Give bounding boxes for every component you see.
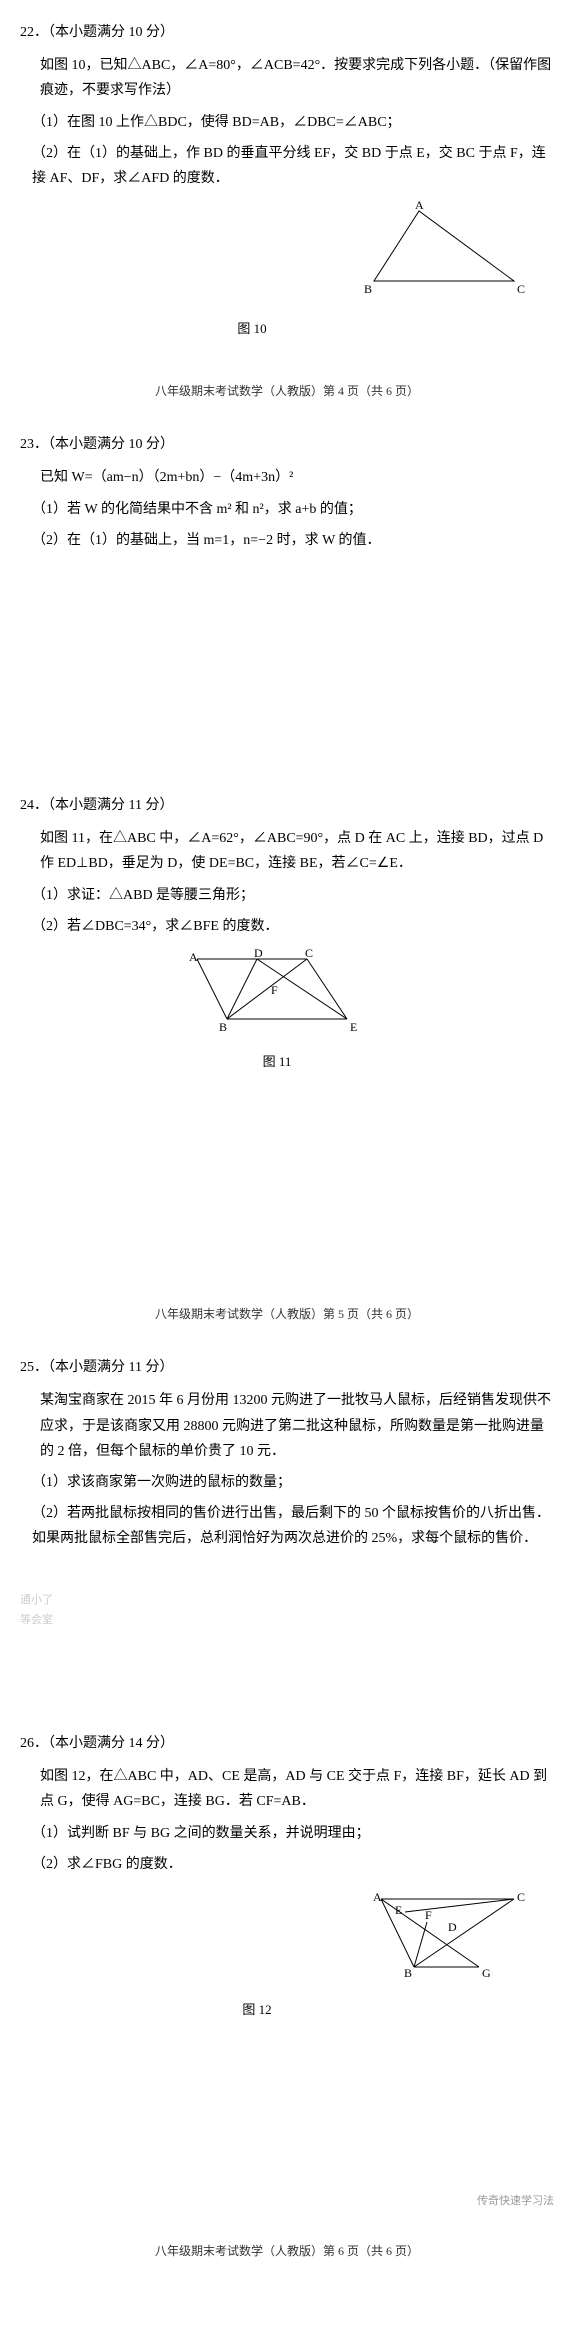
svg-text:A: A [415,201,424,212]
figure-12-label: 图 12 [20,1998,494,2021]
figure-11-svg: A B C D E F [187,949,367,1039]
q25-intro: 某淘宝商家在 2015 年 6 月份用 13200 元购进了一批牧马人鼠标，后经… [40,1388,554,1464]
question-22: 22．（本小题满分 10 分） 如图 10，已知△ABC，∠A=80°，∠ACB… [20,20,554,341]
q23-part2: （2）在（1）的基础上，当 m=1，n=−2 时，求 W 的值． [32,528,554,553]
svg-text:A: A [189,950,198,964]
watermark-text: 传奇快速学习法 [20,2192,554,2212]
page-footer-4: 八年级期末考试数学（人教版）第 4 页（共 6 页） [20,381,554,403]
svg-text:G: G [482,1966,491,1980]
svg-text:B: B [404,1966,412,1980]
question-24: 24．（本小题满分 11 分） 如图 11，在△ABC 中，∠A=62°，∠AB… [20,793,554,1074]
svg-text:B: B [219,1020,227,1034]
svg-text:D: D [448,1920,457,1934]
svg-text:C: C [305,949,313,960]
q25-part1: （1）求该商家第一次购进的鼠标的数量； [32,1470,554,1495]
figure-11-wrap: A B C D E F 图 11 [20,949,534,1074]
q23-intro: 已知 W=（am−n）（2m+bn）−（4m+3n）² [40,465,554,490]
q26-part2: （2）求∠FBG 的度数． [32,1852,554,1877]
q23-part1: （1）若 W 的化简结果中不含 m² 和 n²，求 a+b 的值； [32,497,554,522]
page-footer-6: 八年级期末考试数学（人教版）第 6 页（共 6 页） [20,2241,554,2263]
svg-text:D: D [254,949,263,960]
faded-text-1: 通小了 [20,1591,554,1611]
question-26: 26．（本小题满分 14 分） 如图 12，在△ABC 中，AD、CE 是高，A… [20,1731,554,2022]
figure-11-label: 图 11 [20,1050,534,1073]
figure-10-label: 图 10 [20,317,484,340]
question-23: 23．（本小题满分 10 分） 已知 W=（am−n）（2m+bn）−（4m+3… [20,432,554,553]
q24-intro: 如图 11，在△ABC 中，∠A=62°，∠ABC=90°，点 D 在 AC 上… [40,826,554,876]
svg-text:B: B [364,282,372,296]
q24-part2: （2）若∠DBC=34°，求∠BFE 的度数． [32,914,554,939]
q22-header: 22．（本小题满分 10 分） [20,20,554,45]
faded-text-2: 等会室 [20,1611,554,1631]
svg-text:C: C [517,282,525,296]
q23-header: 23．（本小题满分 10 分） [20,432,554,457]
q26-header: 26．（本小题满分 14 分） [20,1731,554,1756]
figure-10-svg: A B C [364,201,534,306]
q24-header: 24．（本小题满分 11 分） [20,793,554,818]
figure-10-wrap: A B C 图 10 [20,201,534,341]
q22-intro: 如图 10，已知△ABC，∠A=80°，∠ACB=42°．按要求完成下列各小题．… [40,53,554,103]
page-footer-5: 八年级期末考试数学（人教版）第 5 页（共 6 页） [20,1304,554,1326]
q25-header: 25．（本小题满分 11 分） [20,1355,554,1380]
svg-text:A: A [373,1890,382,1904]
q22-part2: （2）在（1）的基础上，作 BD 的垂直平分线 EF，交 BD 于点 E，交 B… [32,141,554,191]
svg-text:E: E [395,1903,402,1917]
svg-text:F: F [425,1908,432,1922]
q25-part2: （2）若两批鼠标按相同的售价进行出售，最后剩下的 50 个鼠标按售价的八折出售．… [32,1501,554,1551]
q26-intro: 如图 12，在△ABC 中，AD、CE 是高，AD 与 CE 交于点 F，连接 … [40,1764,554,1814]
svg-text:E: E [350,1020,357,1034]
q26-part1: （1）试判断 BF 与 BG 之间的数量关系，并说明理由； [32,1821,554,1846]
q22-part1: （1）在图 10 上作△BDC，使得 BD=AB，∠DBC=∠ABC； [32,110,554,135]
question-25: 25．（本小题满分 11 分） 某淘宝商家在 2015 年 6 月份用 1320… [20,1355,554,1551]
figure-12-wrap: A B C D E F G 图 12 [20,1887,534,2022]
svg-text:F: F [271,983,278,997]
figure-12-svg: A B C D E F G [369,1887,534,1987]
q24-part1: （1）求证：△ABD 是等腰三角形； [32,883,554,908]
svg-text:C: C [517,1890,525,1904]
